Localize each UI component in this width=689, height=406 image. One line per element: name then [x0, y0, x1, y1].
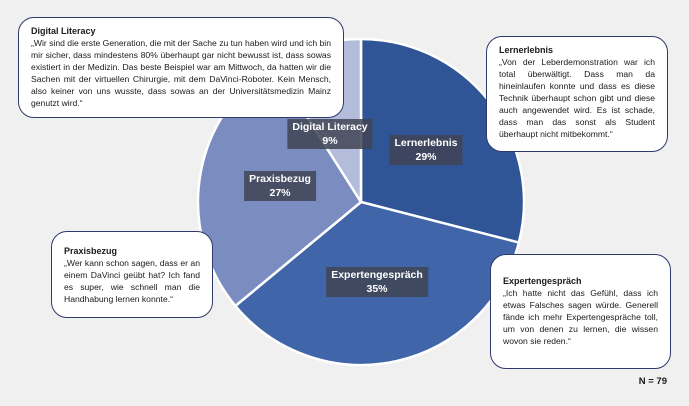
quote-title: Lernerlebnis: [499, 45, 554, 55]
slice-label-value: 35%: [366, 283, 388, 295]
quote-box-expertengespraech: Expertengespräch „Ich hatte nicht das Ge…: [490, 254, 671, 369]
quote-box-digital-literacy: Digital Literacy „Wir sind die erste Gen…: [18, 17, 344, 118]
slice-label-praxisbezug: Praxisbezug 27%: [244, 171, 316, 201]
slice-label-value: 27%: [269, 187, 291, 199]
quote-title: Digital Literacy: [31, 26, 96, 36]
quote-box-lernerlebnis: Lernerlebnis „Von der Leberdemonstration…: [486, 36, 668, 152]
slice-label-name: Praxisbezug: [249, 173, 311, 185]
slice-label-name: Digital Literacy: [292, 121, 368, 133]
quote-title: Praxisbezug: [64, 246, 118, 256]
quote-text: „Von der Leberdemonstration war ich tota…: [499, 57, 655, 139]
quote-text: „Ich hatte nicht das Gefühl, dass ich et…: [503, 288, 658, 346]
quote-text: „Wir sind die erste Generation, die mit …: [31, 38, 331, 108]
sample-size-label: N = 79: [638, 376, 667, 387]
slice-label-lernerlebnis: Lernerlebnis 29%: [389, 135, 463, 165]
quote-box-praxisbezug: Praxisbezug „Wer kann schon sagen, dass …: [51, 231, 213, 318]
slice-label-value: 9%: [322, 135, 338, 147]
slice-label-expertengespraech: Expertengespräch 35%: [326, 267, 428, 297]
quote-text: „Wer kann schon sagen, dass er an einem …: [64, 258, 200, 304]
quote-title: Expertengespräch: [503, 276, 582, 286]
slice-label-digital-literacy: Digital Literacy 9%: [287, 119, 373, 149]
slice-label-name: Expertengespräch: [331, 269, 423, 281]
slice-label-name: Lernerlebnis: [394, 137, 458, 149]
slice-label-value: 29%: [415, 151, 437, 163]
